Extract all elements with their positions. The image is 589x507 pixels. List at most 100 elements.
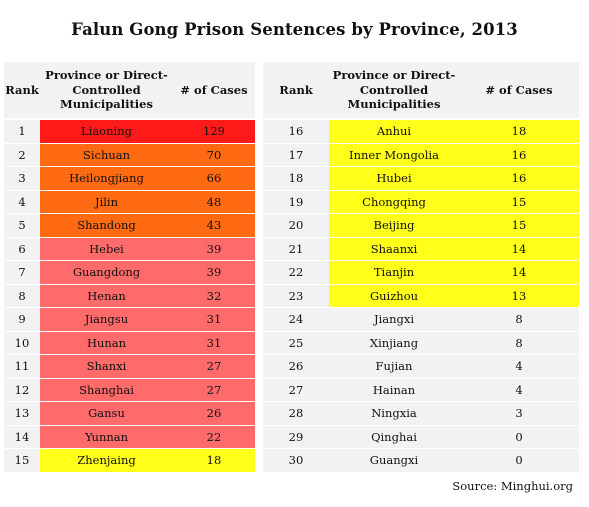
column-separator bbox=[255, 308, 263, 332]
rank-cell: 5 bbox=[4, 214, 40, 238]
rank-cell: 11 bbox=[4, 355, 40, 379]
rank-cell: 2 bbox=[4, 143, 40, 167]
cases-cell: 43 bbox=[173, 214, 255, 238]
column-separator bbox=[255, 237, 263, 261]
rank-cell: 1 bbox=[4, 120, 40, 144]
province-cell: Beijing bbox=[329, 214, 459, 238]
province-cell: Hubei bbox=[329, 167, 459, 191]
header-row: Rank Province or Direct-Controlled Munic… bbox=[4, 62, 579, 120]
table-row: 6 Hebei 39 21 Shaanxi 14 bbox=[4, 237, 579, 261]
cases-cell: 18 bbox=[459, 120, 579, 144]
province-cell: Qinghai bbox=[329, 425, 459, 449]
column-separator bbox=[255, 378, 263, 402]
rank-cell: 4 bbox=[4, 190, 40, 214]
province-cell: Jiangsu bbox=[40, 308, 173, 332]
cases-cell: 31 bbox=[173, 308, 255, 332]
sentences-table: Rank Province or Direct-Controlled Munic… bbox=[4, 62, 579, 473]
cases-cell: 14 bbox=[459, 237, 579, 261]
table-row: 3 Heilongjiang 66 18 Hubei 16 bbox=[4, 167, 579, 191]
cases-cell: 27 bbox=[173, 355, 255, 379]
cases-cell: 16 bbox=[459, 167, 579, 191]
province-cell: Fujian bbox=[329, 355, 459, 379]
province-cell: Anhui bbox=[329, 120, 459, 144]
province-cell: Hebei bbox=[40, 237, 173, 261]
column-separator bbox=[255, 355, 263, 379]
rank-cell: 24 bbox=[263, 308, 329, 332]
cases-cell: 4 bbox=[459, 355, 579, 379]
table-row: 2 Sichuan 70 17 Inner Mongolia 16 bbox=[4, 143, 579, 167]
province-cell: Shaanxi bbox=[329, 237, 459, 261]
province-cell: Shanxi bbox=[40, 355, 173, 379]
province-header: Province or Direct-Controlled Municipali… bbox=[329, 62, 459, 120]
column-separator bbox=[255, 167, 263, 191]
cases-cell: 39 bbox=[173, 237, 255, 261]
province-cell: Yunnan bbox=[40, 425, 173, 449]
province-cell: Inner Mongolia bbox=[329, 143, 459, 167]
cases-cell: 22 bbox=[173, 425, 255, 449]
cases-cell: 27 bbox=[173, 378, 255, 402]
table-row: 9 Jiangsu 31 24 Jiangxi 8 bbox=[4, 308, 579, 332]
table-row: 14 Yunnan 22 29 Qinghai 0 bbox=[4, 425, 579, 449]
table-row: 1 Liaoning 129 16 Anhui 18 bbox=[4, 120, 579, 144]
rank-cell: 28 bbox=[263, 402, 329, 426]
province-cell: Jilin bbox=[40, 190, 173, 214]
table-row: 8 Henan 32 23 Guizhou 13 bbox=[4, 284, 579, 308]
cases-cell: 0 bbox=[459, 449, 579, 473]
cases-cell: 16 bbox=[459, 143, 579, 167]
table-row: 4 Jilin 48 19 Chongqing 15 bbox=[4, 190, 579, 214]
cases-cell: 32 bbox=[173, 284, 255, 308]
province-cell: Henan bbox=[40, 284, 173, 308]
rank-cell: 12 bbox=[4, 378, 40, 402]
table-row: 12 Shanghai 27 27 Hainan 4 bbox=[4, 378, 579, 402]
cases-cell: 26 bbox=[173, 402, 255, 426]
province-cell: Sichuan bbox=[40, 143, 173, 167]
rank-cell: 6 bbox=[4, 237, 40, 261]
cases-cell: 8 bbox=[459, 308, 579, 332]
rank-cell: 3 bbox=[4, 167, 40, 191]
rank-cell: 10 bbox=[4, 331, 40, 355]
province-cell: Jiangxi bbox=[329, 308, 459, 332]
province-cell: Liaoning bbox=[40, 120, 173, 144]
column-separator bbox=[255, 284, 263, 308]
rank-cell: 27 bbox=[263, 378, 329, 402]
province-cell: Gansu bbox=[40, 402, 173, 426]
cases-cell: 0 bbox=[459, 425, 579, 449]
column-separator bbox=[255, 261, 263, 285]
rank-cell: 13 bbox=[4, 402, 40, 426]
rank-cell: 17 bbox=[263, 143, 329, 167]
province-cell: Hunan bbox=[40, 331, 173, 355]
column-separator bbox=[255, 120, 263, 144]
table-row: 13 Gansu 26 28 Ningxia 3 bbox=[4, 402, 579, 426]
table-row: 15 Zhenjaing 18 30 Guangxi 0 bbox=[4, 449, 579, 473]
table-row: 10 Hunan 31 25 Xinjiang 8 bbox=[4, 331, 579, 355]
province-cell: Chongqing bbox=[329, 190, 459, 214]
rank-cell: 16 bbox=[263, 120, 329, 144]
rank-cell: 22 bbox=[263, 261, 329, 285]
rank-header: Rank bbox=[4, 62, 40, 120]
cases-cell: 70 bbox=[173, 143, 255, 167]
table-row: 7 Guangdong 39 22 Tianjin 14 bbox=[4, 261, 579, 285]
column-separator bbox=[255, 425, 263, 449]
province-cell: Guangdong bbox=[40, 261, 173, 285]
rank-cell: 20 bbox=[263, 214, 329, 238]
column-separator bbox=[255, 190, 263, 214]
cases-cell: 15 bbox=[459, 190, 579, 214]
cases-cell: 4 bbox=[459, 378, 579, 402]
cases-cell: 3 bbox=[459, 402, 579, 426]
rank-cell: 15 bbox=[4, 449, 40, 473]
province-cell: Guizhou bbox=[329, 284, 459, 308]
cases-header: # of Cases bbox=[459, 62, 579, 120]
province-cell: Shandong bbox=[40, 214, 173, 238]
cases-cell: 129 bbox=[173, 120, 255, 144]
rank-header: Rank bbox=[263, 62, 329, 120]
rank-cell: 25 bbox=[263, 331, 329, 355]
cases-header: # of Cases bbox=[173, 62, 255, 120]
cases-cell: 66 bbox=[173, 167, 255, 191]
column-separator bbox=[255, 331, 263, 355]
rank-cell: 9 bbox=[4, 308, 40, 332]
source-note: Source: Minghui.org bbox=[452, 479, 573, 493]
column-separator bbox=[255, 402, 263, 426]
province-cell: Xinjiang bbox=[329, 331, 459, 355]
cases-cell: 8 bbox=[459, 331, 579, 355]
province-cell: Guangxi bbox=[329, 449, 459, 473]
